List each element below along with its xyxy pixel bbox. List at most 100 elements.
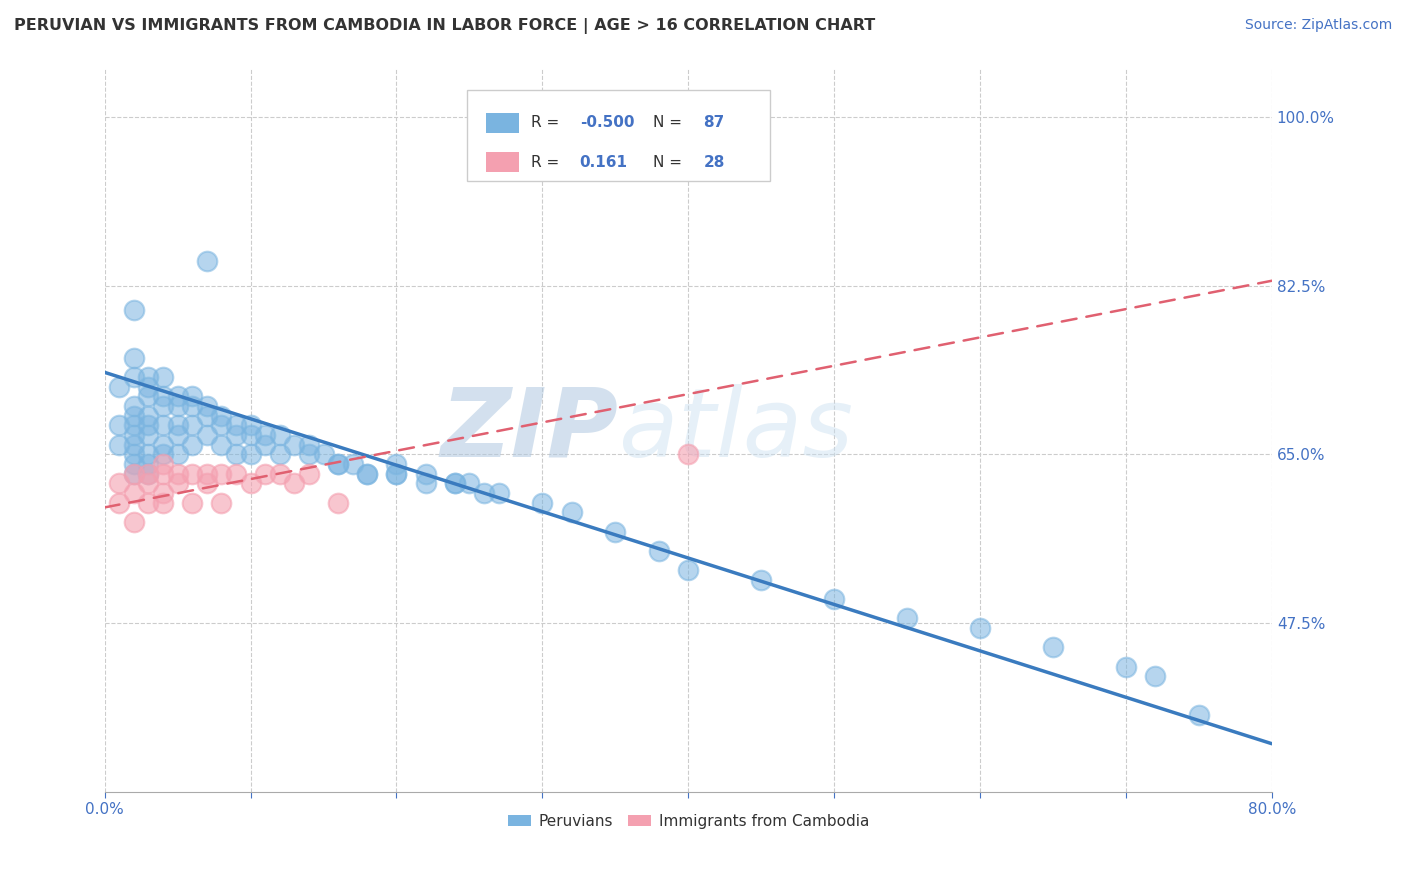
Point — [415, 476, 437, 491]
Point — [209, 418, 232, 433]
Point — [122, 409, 145, 423]
Point — [138, 457, 160, 471]
Point — [122, 351, 145, 365]
Point — [152, 467, 174, 481]
Point — [225, 418, 247, 433]
Point — [678, 563, 700, 577]
Point — [195, 467, 218, 481]
Point — [195, 476, 218, 491]
Text: N =: N = — [654, 154, 688, 169]
Point — [385, 467, 408, 481]
FancyBboxPatch shape — [486, 152, 519, 172]
Point — [166, 467, 188, 481]
Text: ZIP: ZIP — [440, 384, 619, 476]
Point — [254, 438, 277, 452]
Text: 28: 28 — [703, 154, 725, 169]
Point — [195, 254, 218, 268]
Text: -0.500: -0.500 — [579, 115, 634, 130]
Point — [122, 399, 145, 413]
FancyBboxPatch shape — [486, 112, 519, 133]
Point — [444, 476, 467, 491]
Point — [749, 573, 772, 587]
Point — [298, 467, 321, 481]
Text: 0.161: 0.161 — [579, 154, 627, 169]
Point — [225, 428, 247, 442]
Point — [152, 438, 174, 452]
Point — [969, 621, 991, 635]
Point — [138, 447, 160, 461]
Text: atlas: atlas — [619, 384, 853, 476]
Point — [166, 428, 188, 442]
Point — [122, 486, 145, 500]
Point — [896, 611, 918, 625]
Point — [415, 467, 437, 481]
Text: 87: 87 — [703, 115, 724, 130]
Point — [195, 409, 218, 423]
Point — [326, 457, 349, 471]
Point — [122, 515, 145, 529]
Point — [181, 495, 204, 509]
Point — [195, 399, 218, 413]
Point — [239, 476, 262, 491]
Point — [444, 476, 467, 491]
Point — [181, 399, 204, 413]
FancyBboxPatch shape — [467, 90, 770, 181]
Point — [152, 495, 174, 509]
Point — [152, 399, 174, 413]
Point — [181, 467, 204, 481]
Point — [181, 438, 204, 452]
Point — [122, 418, 145, 433]
Point — [356, 467, 378, 481]
Point — [122, 457, 145, 471]
Point — [138, 495, 160, 509]
Point — [108, 380, 131, 394]
Text: N =: N = — [654, 115, 688, 130]
Point — [239, 418, 262, 433]
Point — [254, 428, 277, 442]
Point — [298, 447, 321, 461]
Point — [152, 370, 174, 384]
Point — [152, 486, 174, 500]
Point — [138, 380, 160, 394]
Point — [488, 486, 510, 500]
Point — [166, 399, 188, 413]
Point — [269, 447, 291, 461]
Point — [138, 467, 160, 481]
Legend: Peruvians, Immigrants from Cambodia: Peruvians, Immigrants from Cambodia — [502, 808, 875, 835]
Point — [356, 467, 378, 481]
Point — [269, 428, 291, 442]
Text: R =: R = — [530, 115, 564, 130]
Point — [138, 476, 160, 491]
Point — [166, 476, 188, 491]
Point — [678, 447, 700, 461]
Point — [122, 467, 145, 481]
Point — [108, 476, 131, 491]
Point — [312, 447, 335, 461]
Point — [1188, 707, 1211, 722]
Point — [254, 467, 277, 481]
Point — [283, 438, 305, 452]
Point — [1144, 669, 1167, 683]
Point — [1042, 640, 1064, 655]
Text: R =: R = — [530, 154, 564, 169]
Point — [209, 467, 232, 481]
Point — [648, 544, 671, 558]
Point — [122, 438, 145, 452]
Point — [152, 389, 174, 403]
Point — [531, 495, 554, 509]
Point — [225, 447, 247, 461]
Point — [458, 476, 481, 491]
Point — [166, 447, 188, 461]
Point — [239, 428, 262, 442]
Point — [283, 476, 305, 491]
Point — [138, 428, 160, 442]
Point — [138, 370, 160, 384]
Point — [138, 389, 160, 403]
Point — [108, 438, 131, 452]
Point — [152, 447, 174, 461]
Point — [225, 467, 247, 481]
Point — [1115, 659, 1137, 673]
Point — [181, 418, 204, 433]
Point — [326, 495, 349, 509]
Point — [269, 467, 291, 481]
